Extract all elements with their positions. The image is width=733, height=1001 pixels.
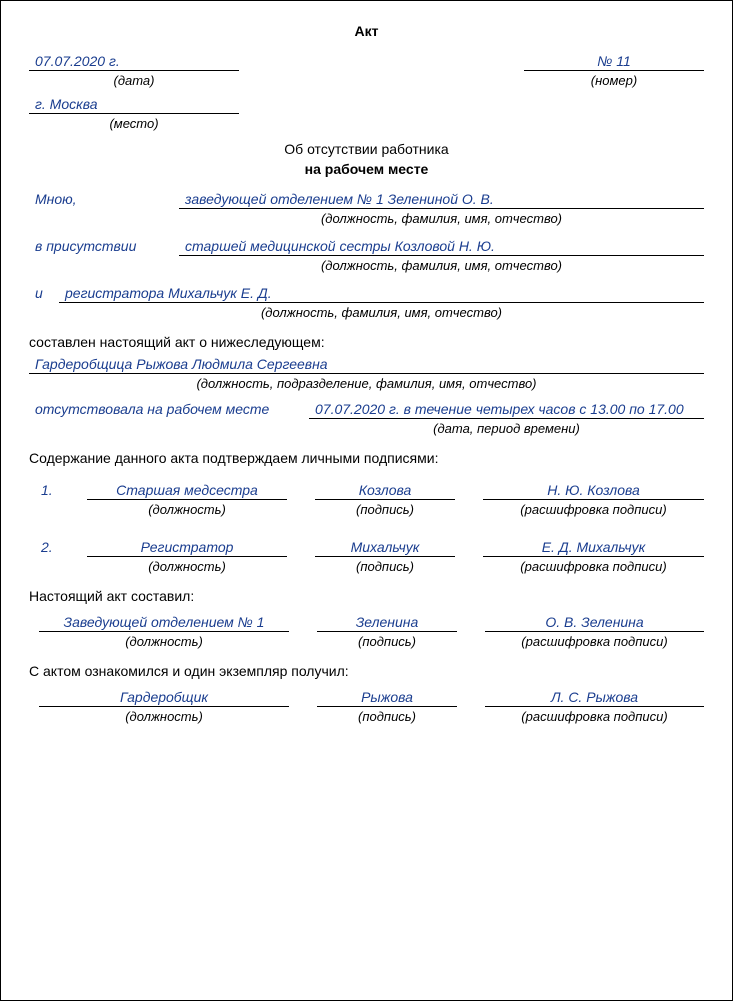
signer2-pos-cap: (должность): [87, 559, 287, 574]
signer1-pos-cap: (должность): [87, 502, 287, 517]
signer2-sign: Михальчук: [315, 539, 455, 557]
author-pos: Заведующей отделением № 1: [39, 614, 289, 632]
absentee-caption: (должность, подразделение, фамилия, имя,…: [29, 376, 704, 391]
and-label: и: [29, 285, 59, 301]
author-decrypt: О. В. Зеленина: [485, 614, 704, 632]
signer1-pos: Старшая медсестра: [87, 482, 287, 500]
number-value: № 11: [524, 53, 704, 71]
presence-label: в присутствии: [29, 238, 179, 254]
author-row: Заведующей отделением № 1 (должность) Зе…: [29, 614, 704, 649]
absentee-value: Гардеробщица Рыжова Людмила Сергеевна: [29, 356, 704, 374]
document-page: Акт 07.07.2020 г. (дата) № 11 (номер) г.…: [0, 0, 733, 1001]
signer2-pos: Регистратор: [87, 539, 287, 557]
signer1-sign-cap: (подпись): [315, 502, 455, 517]
witness1-caption: (должность, фамилия, имя, отчество): [179, 258, 704, 273]
ack-pos: Гардеробщик: [39, 689, 289, 707]
ack-row: Гардеробщик (должность) Рыжова (подпись)…: [29, 689, 704, 724]
about-line2: на рабочем месте: [29, 161, 704, 177]
by-me-label: Мною,: [29, 191, 179, 207]
signer1-decrypt: Н. Ю. Козлова: [483, 482, 704, 500]
composed-text: составлен настоящий акт о нижеследующем:: [29, 334, 704, 350]
signer2-sign-cap: (подпись): [315, 559, 455, 574]
ack-label: С актом ознакомился и один экземпляр пол…: [29, 663, 704, 679]
doc-title: Акт: [29, 23, 704, 39]
absent-period-caption: (дата, период времени): [309, 421, 704, 436]
signer1-num: 1.: [29, 482, 59, 517]
place-caption: (место): [29, 116, 239, 131]
witness2-caption: (должность, фамилия, имя, отчество): [59, 305, 704, 320]
author-sign-cap: (подпись): [317, 634, 457, 649]
ack-decrypt-cap: (расшифровка подписи): [485, 709, 704, 724]
ack-decrypt: Л. С. Рыжова: [485, 689, 704, 707]
number-caption: (номер): [524, 73, 704, 88]
confirm-text: Содержание данного акта подтверждаем лич…: [29, 450, 704, 466]
witness1-value: старшей медицинской сестры Козловой Н. Ю…: [179, 238, 704, 256]
absent-row: отсутствовала на рабочем месте 07.07.202…: [29, 401, 704, 436]
signer2-decrypt: Е. Д. Михальчук: [483, 539, 704, 557]
signer-row-2: 2. Регистратор (должность) Михальчук (по…: [29, 539, 704, 574]
witness2-row: и регистратора Михальчук Е. Д. (должност…: [29, 285, 704, 320]
about-line1: Об отсутствии работника: [29, 141, 704, 157]
author-sign: Зеленина: [317, 614, 457, 632]
witness2-value: регистратора Михальчук Е. Д.: [59, 285, 704, 303]
signer-row-1: 1. Старшая медсестра (должность) Козлова…: [29, 482, 704, 517]
absent-label: отсутствовала на рабочем месте: [29, 401, 309, 417]
ack-sign: Рыжова: [317, 689, 457, 707]
signer1-decrypt-cap: (расшифровка подписи): [483, 502, 704, 517]
signer2-num: 2.: [29, 539, 59, 574]
absentee-cell: Гардеробщица Рыжова Людмила Сергеевна (д…: [29, 356, 704, 391]
ack-sign-cap: (подпись): [317, 709, 457, 724]
author-decrypt-cap: (расшифровка подписи): [485, 634, 704, 649]
ack-pos-cap: (должность): [39, 709, 289, 724]
by-me-caption: (должность, фамилия, имя, отчество): [179, 211, 704, 226]
signer1-sign: Козлова: [315, 482, 455, 500]
signer2-decrypt-cap: (расшифровка подписи): [483, 559, 704, 574]
date-value: 07.07.2020 г.: [29, 53, 239, 71]
by-me-value: заведующей отделением № 1 Зелениной О. В…: [179, 191, 704, 209]
author-pos-cap: (должность): [39, 634, 289, 649]
date-caption: (дата): [29, 73, 239, 88]
place-value: г. Москва: [29, 96, 239, 114]
author-label: Настоящий акт составил:: [29, 588, 704, 604]
by-me-row: Мною, заведующей отделением № 1 Зеленино…: [29, 191, 704, 226]
date-number-row: 07.07.2020 г. (дата) № 11 (номер): [29, 53, 704, 88]
witness1-row: в присутствии старшей медицинской сестры…: [29, 238, 704, 273]
absent-period-value: 07.07.2020 г. в течение четырех часов с …: [309, 401, 704, 419]
place-row: г. Москва (место): [29, 96, 704, 131]
